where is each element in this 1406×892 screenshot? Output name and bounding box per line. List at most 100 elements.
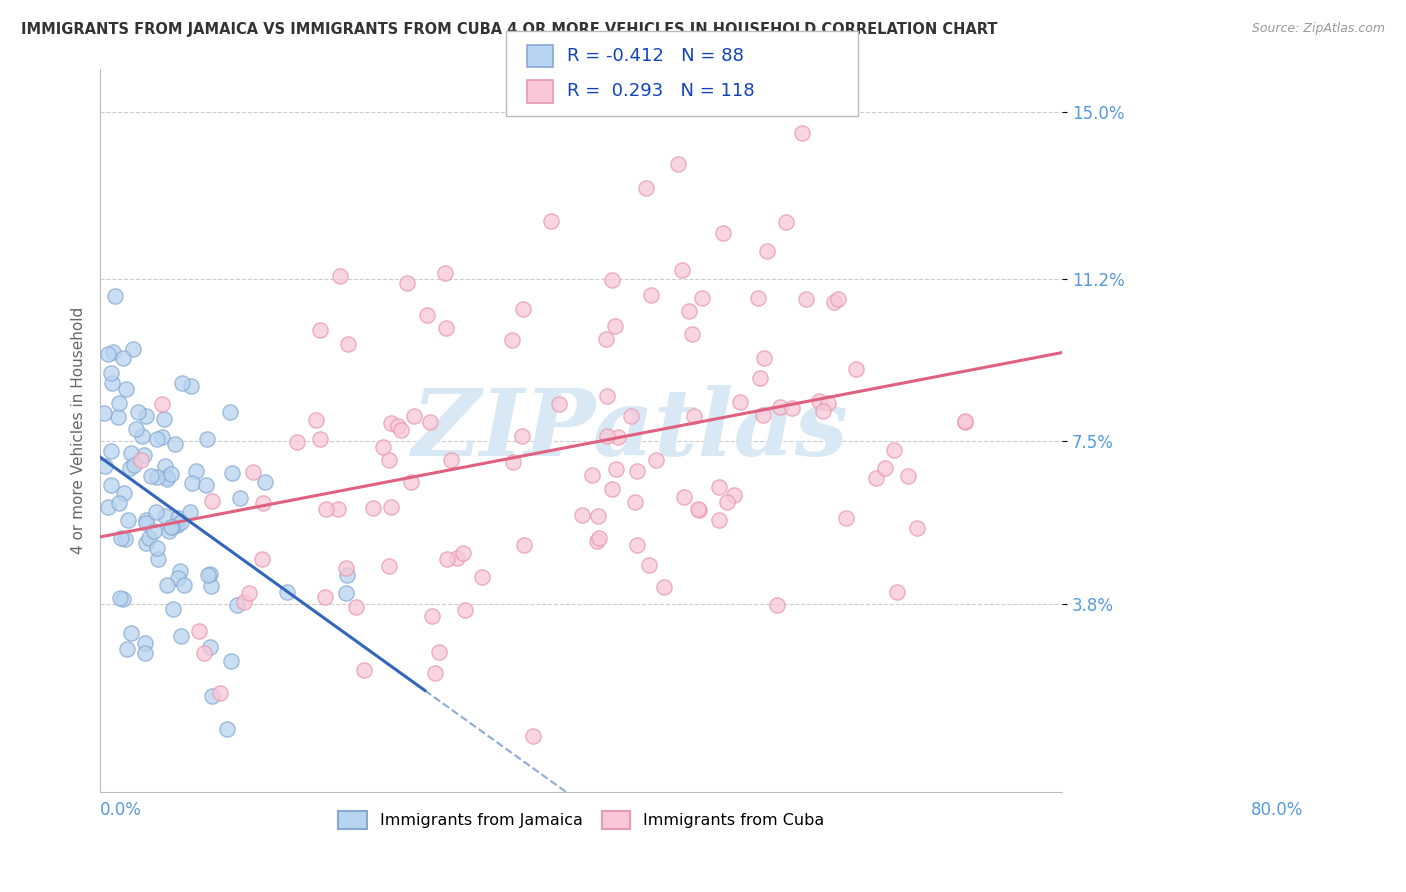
Point (195, 478, 218, 492)
Point (111, 592, 134, 607)
Point (688, 503, 710, 517)
Point (153, 458, 176, 473)
Point (305, 413, 328, 427)
Point (501, 333, 523, 347)
Point (219, 405, 242, 419)
Point (626, 538, 648, 552)
Point (285, 435, 308, 450)
Point (512, 301, 534, 316)
Point (451, 546, 474, 560)
Point (252, 496, 274, 510)
Point (711, 227, 734, 241)
Point (361, 501, 384, 516)
Point (200, 579, 222, 593)
Point (953, 414, 976, 428)
Point (134, 646, 156, 660)
Point (145, 505, 167, 519)
Point (115, 642, 138, 657)
Point (652, 580, 675, 594)
Point (180, 379, 202, 393)
Point (380, 416, 402, 430)
Point (97, 347, 120, 361)
Point (605, 462, 627, 476)
Point (586, 508, 609, 523)
Point (160, 519, 183, 533)
Point (114, 532, 136, 546)
Point (673, 490, 696, 504)
Point (378, 558, 401, 573)
Text: 80.0%: 80.0% (1250, 801, 1303, 819)
Point (145, 433, 167, 447)
Point (315, 502, 337, 516)
Point (502, 455, 524, 469)
Point (179, 505, 201, 519)
Point (124, 422, 146, 436)
Point (201, 689, 224, 703)
Point (404, 409, 426, 423)
Point (419, 415, 441, 429)
Point (193, 647, 215, 661)
Point (215, 723, 238, 737)
Text: R = -0.412   N = 88: R = -0.412 N = 88 (567, 46, 744, 65)
Point (817, 396, 839, 410)
Point (440, 452, 463, 467)
Point (688, 502, 710, 516)
Point (416, 308, 439, 322)
Point (186, 464, 208, 478)
Point (221, 466, 243, 480)
Point (796, 293, 818, 307)
Point (156, 470, 179, 484)
Point (112, 486, 135, 500)
Point (747, 291, 769, 305)
Point (808, 393, 831, 408)
Point (595, 332, 617, 346)
Point (110, 531, 132, 545)
Point (134, 636, 156, 650)
Point (835, 511, 858, 525)
Point (135, 516, 157, 530)
Point (100, 366, 122, 380)
Point (607, 430, 630, 444)
Point (135, 536, 157, 550)
Point (792, 127, 814, 141)
Point (120, 446, 142, 460)
Point (540, 213, 562, 227)
Point (905, 521, 928, 535)
Point (156, 577, 179, 591)
Point (238, 586, 260, 600)
Text: ZIPatlas: ZIPatlas (411, 385, 848, 475)
Point (596, 389, 619, 403)
Point (845, 362, 868, 376)
Point (221, 654, 243, 668)
Point (666, 157, 689, 171)
Point (640, 287, 662, 301)
Point (121, 343, 143, 357)
Point (427, 645, 450, 659)
Point (253, 475, 276, 490)
Point (644, 453, 666, 467)
Point (167, 511, 190, 525)
Point (276, 584, 298, 599)
Point (100, 478, 122, 492)
Point (181, 475, 204, 490)
Point (188, 624, 211, 638)
Point (595, 428, 617, 442)
Point (104, 289, 127, 303)
Point (513, 538, 536, 552)
Point (138, 531, 160, 545)
Point (373, 440, 395, 454)
Point (433, 266, 456, 280)
Point (600, 273, 623, 287)
Point (170, 515, 193, 529)
Point (707, 513, 730, 527)
Point (378, 453, 401, 467)
Point (436, 551, 458, 566)
Legend: Immigrants from Jamaica, Immigrants from Cuba: Immigrants from Jamaica, Immigrants from… (332, 805, 831, 835)
Point (681, 327, 703, 342)
Point (883, 443, 905, 458)
Point (146, 552, 169, 566)
Point (139, 469, 162, 483)
Point (150, 430, 173, 444)
Point (344, 600, 367, 615)
Point (198, 566, 221, 581)
